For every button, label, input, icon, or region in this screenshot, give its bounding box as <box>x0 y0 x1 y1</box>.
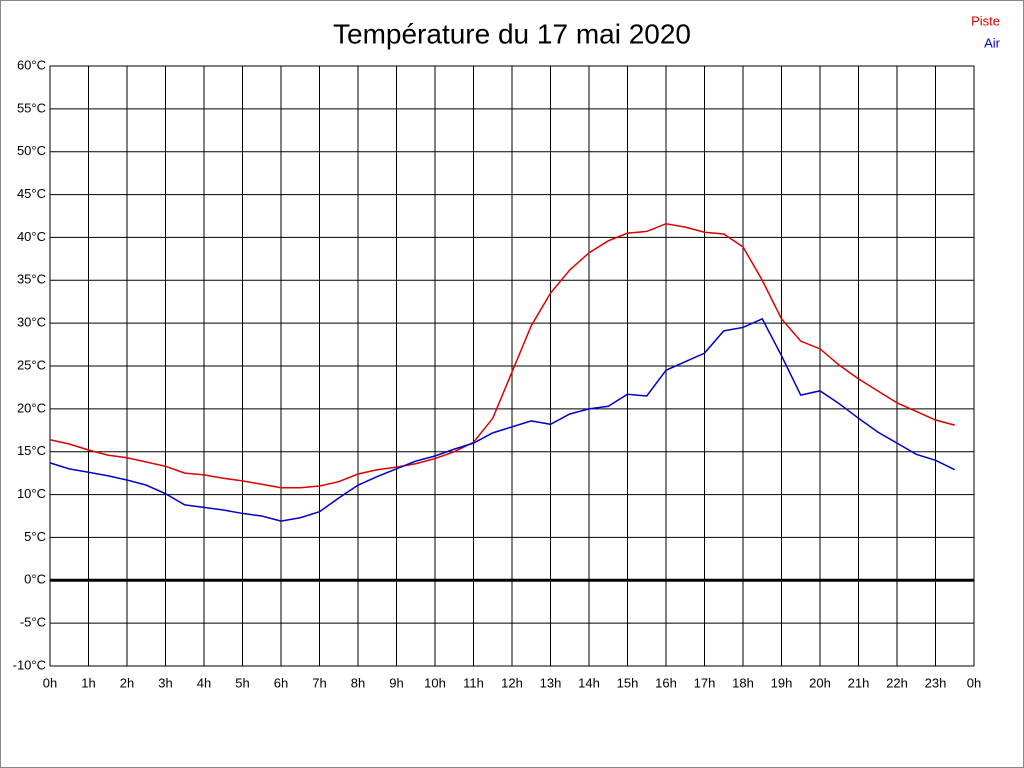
y-tick-label: -5°C <box>20 615 46 630</box>
x-tick-label: 21h <box>848 675 870 690</box>
x-tick-label: 4h <box>197 675 211 690</box>
x-tick-label: 1h <box>81 675 95 690</box>
y-tick-label: 60°C <box>17 57 46 72</box>
y-tick-label: 40°C <box>17 229 46 244</box>
x-tick-label: 22h <box>886 675 908 690</box>
y-tick-label: 0°C <box>24 572 46 587</box>
x-tick-label: 19h <box>771 675 793 690</box>
y-tick-label: 35°C <box>17 272 46 287</box>
x-tick-label: 18h <box>732 675 754 690</box>
x-tick-label: 16h <box>655 675 677 690</box>
legend-label: Air <box>984 35 1001 50</box>
x-tick-label: 10h <box>424 675 446 690</box>
x-tick-label: 8h <box>351 675 365 690</box>
chart-title: Température du 17 mai 2020 <box>333 18 691 49</box>
x-tick-label: 2h <box>120 675 134 690</box>
data-line <box>49 222 955 489</box>
y-tick-label: 15°C <box>17 443 46 458</box>
y-tick-label: 10°C <box>17 486 46 501</box>
y-tick-label: 20°C <box>17 400 46 415</box>
y-tick-label: 45°C <box>17 186 46 201</box>
data-line <box>49 317 956 522</box>
y-tick-label: -10°C <box>13 657 46 672</box>
x-tick-label: 3h <box>158 675 172 690</box>
x-tick-label: 12h <box>501 675 523 690</box>
y-tick-label: 25°C <box>17 357 46 372</box>
x-tick-label: 9h <box>389 675 403 690</box>
y-tick-label: 50°C <box>17 143 46 158</box>
x-tick-label: 6h <box>274 675 288 690</box>
x-tick-label: 15h <box>617 675 639 690</box>
x-tick-label: 14h <box>578 675 600 690</box>
x-tick-label: 17h <box>694 675 716 690</box>
x-tick-label: 0h <box>43 675 57 690</box>
legend-label: Piste <box>971 13 1000 28</box>
x-tick-label: 13h <box>540 675 562 690</box>
x-tick-label: 23h <box>925 675 947 690</box>
y-tick-label: 5°C <box>24 529 46 544</box>
x-tick-label: 20h <box>809 675 831 690</box>
x-tick-label: 5h <box>235 675 249 690</box>
x-tick-label: 11h <box>463 675 484 690</box>
y-tick-label: 30°C <box>17 315 46 330</box>
y-tick-label: 55°C <box>17 100 46 115</box>
x-tick-label: 7h <box>312 675 326 690</box>
x-tick-label: 0h <box>967 675 981 690</box>
